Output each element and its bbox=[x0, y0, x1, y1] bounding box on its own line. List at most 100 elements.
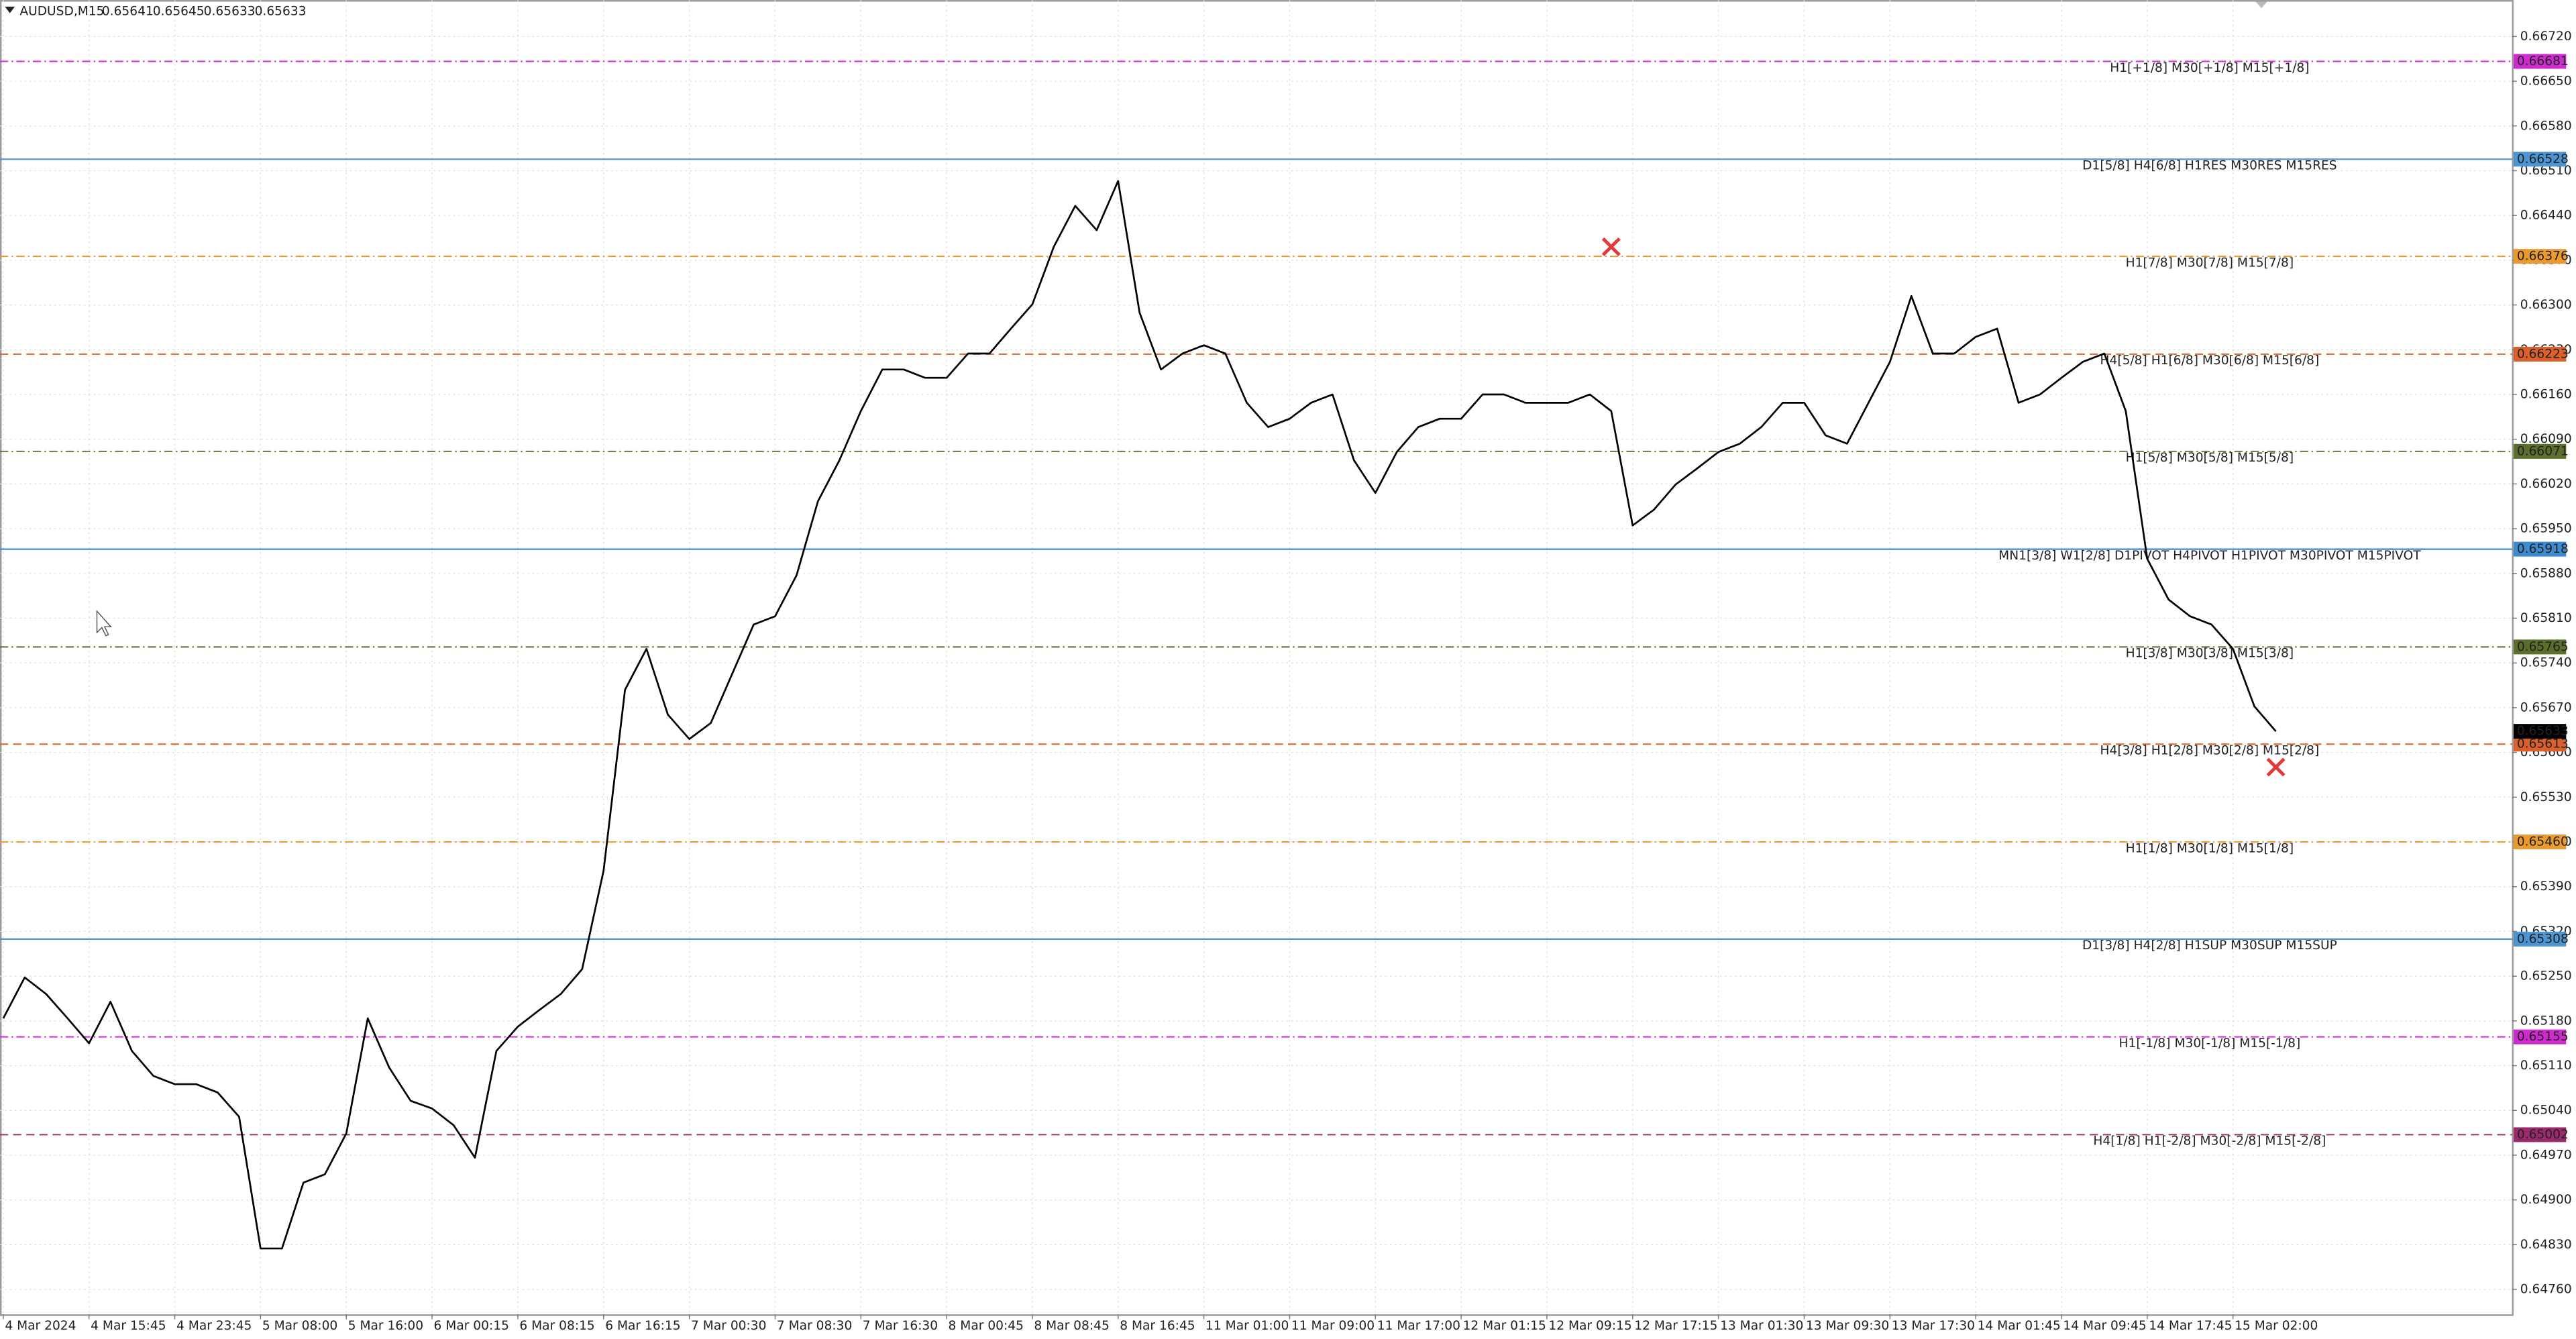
price-badge bbox=[2513, 249, 2567, 264]
menu-triangle[interactable] bbox=[5, 6, 15, 13]
cross-marker bbox=[1601, 237, 1621, 256]
y-tick-label: 0.65530 bbox=[2520, 790, 2572, 804]
x-tick-label: 11 Mar 01:00 bbox=[1205, 1319, 1289, 1333]
y-tick-label: 0.65250 bbox=[2520, 969, 2572, 983]
x-tick-label: 13 Mar 17:30 bbox=[1892, 1319, 1975, 1333]
y-tick-label: 0.65390 bbox=[2520, 879, 2572, 894]
level-label: H1[-1/8] M30[-1/8] M15[-1/8] bbox=[2119, 1036, 2301, 1051]
level-label: D1[3/8] H4[2/8] H1SUP M30SUP M15SUP bbox=[2082, 939, 2337, 953]
y-tick-label: 0.66300 bbox=[2520, 298, 2572, 312]
x-tick-label: 13 Mar 01:30 bbox=[1720, 1319, 1803, 1333]
x-tick-label: 8 Mar 16:45 bbox=[1120, 1319, 1195, 1333]
ohlc-value: 0.65633 bbox=[255, 5, 307, 19]
x-tick-label: 14 Mar 17:45 bbox=[2149, 1319, 2232, 1333]
x-tick-label: 7 Mar 00:30 bbox=[691, 1319, 766, 1333]
y-tick-label: 0.65040 bbox=[2520, 1104, 2572, 1118]
price-badge-label: 0.65308 bbox=[2517, 932, 2569, 946]
mouse-cursor bbox=[96, 610, 112, 637]
x-tick-label: 4 Mar 23:45 bbox=[176, 1319, 252, 1333]
x-tick-label: 6 Mar 00:15 bbox=[434, 1319, 509, 1333]
x-tick-label: 8 Mar 00:45 bbox=[949, 1319, 1024, 1333]
price-badge-label: 0.65155 bbox=[2517, 1030, 2569, 1044]
x-tick-label: 13 Mar 09:30 bbox=[1806, 1319, 1889, 1333]
price-badge-label: 0.66223 bbox=[2517, 347, 2569, 361]
y-tick-label: 0.64970 bbox=[2520, 1148, 2572, 1162]
level-label: H4[3/8] H1[2/8] M30[2/8] M15[2/8] bbox=[2100, 744, 2319, 758]
y-tick-label: 0.66090 bbox=[2520, 432, 2572, 446]
y-tick-label: 0.66020 bbox=[2520, 477, 2572, 491]
cross-marker bbox=[2266, 757, 2286, 777]
current-price-badge bbox=[2513, 724, 2567, 739]
price-badge bbox=[2513, 541, 2567, 557]
price-badge-label: 0.65002 bbox=[2517, 1128, 2569, 1142]
price-badge bbox=[2513, 639, 2567, 655]
level-label: H1[+1/8] M30[+1/8] M15[+1/8] bbox=[2110, 61, 2309, 75]
price-badge-label: 0.66528 bbox=[2517, 152, 2569, 166]
price-badge bbox=[2513, 152, 2567, 167]
x-tick-label: 4 Mar 15:45 bbox=[91, 1319, 166, 1333]
price-badge-label: 0.65918 bbox=[2517, 542, 2569, 556]
price-badge-label: 0.65460 bbox=[2517, 835, 2569, 849]
y-tick-label: 0.64900 bbox=[2520, 1193, 2572, 1207]
x-tick-label: 11 Mar 17:00 bbox=[1377, 1319, 1460, 1333]
y-tick-label: 0.66720 bbox=[2520, 30, 2572, 44]
price-badge bbox=[2513, 835, 2567, 850]
x-tick-label: 7 Mar 16:30 bbox=[863, 1319, 938, 1333]
x-tick-label: 12 Mar 17:15 bbox=[1634, 1319, 1717, 1333]
level-label: H1[5/8] M30[5/8] M15[5/8] bbox=[2126, 451, 2294, 465]
x-tick-label: 12 Mar 01:15 bbox=[1463, 1319, 1546, 1333]
level-label: H4[5/8] H1[6/8] M30[6/8] M15[6/8] bbox=[2100, 354, 2319, 368]
x-tick-label: 7 Mar 08:30 bbox=[777, 1319, 852, 1333]
x-tick-label: 12 Mar 09:15 bbox=[1548, 1319, 1631, 1333]
y-tick-label: 0.64830 bbox=[2520, 1238, 2572, 1252]
x-tick-label: 15 Mar 02:00 bbox=[2235, 1319, 2318, 1333]
price-badge-label: 0.65613 bbox=[2517, 737, 2569, 751]
x-tick-label: 6 Mar 16:15 bbox=[605, 1319, 680, 1333]
level-label: H1[7/8] M30[7/8] M15[7/8] bbox=[2126, 256, 2294, 270]
y-tick-label: 0.66440 bbox=[2520, 209, 2572, 223]
y-tick-label: 0.65670 bbox=[2520, 700, 2572, 714]
y-tick-label: 0.66160 bbox=[2520, 387, 2572, 401]
y-tick-label: 0.65810 bbox=[2520, 611, 2572, 625]
y-tick-label: 0.65180 bbox=[2520, 1014, 2572, 1028]
price-badge-label: 0.66071 bbox=[2517, 444, 2569, 458]
y-tick-label: 0.64760 bbox=[2520, 1283, 2572, 1297]
x-tick-label: 8 Mar 08:45 bbox=[1034, 1319, 1109, 1333]
price-badge-label: 0.66376 bbox=[2517, 250, 2569, 264]
price-badge-label: 0.65765 bbox=[2517, 640, 2569, 654]
x-tick-label: 14 Mar 09:45 bbox=[2063, 1319, 2146, 1333]
x-tick-label: 5 Mar 08:00 bbox=[262, 1319, 337, 1333]
y-tick-label: 0.65740 bbox=[2520, 656, 2572, 670]
price-line bbox=[2, 180, 2277, 1250]
price-badge bbox=[2513, 54, 2567, 69]
y-tick-label: 0.65950 bbox=[2520, 522, 2572, 536]
level-label: H4[1/8] H1[-2/8] M30[-2/8] M15[-2/8] bbox=[2093, 1134, 2326, 1148]
price-badge-label: 0.66681 bbox=[2517, 54, 2569, 68]
level-label: H1[1/8] M30[1/8] M15[1/8] bbox=[2126, 841, 2294, 855]
plot-frame bbox=[0, 0, 2514, 1316]
y-tick-label: 0.65880 bbox=[2520, 566, 2572, 580]
price-badge bbox=[2513, 931, 2567, 947]
y-tick-label: 0.66580 bbox=[2520, 119, 2572, 133]
y-tick-label: 0.66510 bbox=[2520, 164, 2572, 178]
x-tick-label: 4 Mar 2024 bbox=[5, 1319, 76, 1333]
x-tick-label: 5 Mar 16:00 bbox=[348, 1319, 423, 1333]
ohlc-value: 0.65641 bbox=[102, 5, 154, 19]
cross-marker-stroke bbox=[1601, 237, 1621, 256]
price-badge bbox=[2513, 346, 2567, 362]
y-tick-label: 0.65110 bbox=[2520, 1059, 2572, 1073]
ohlc-value: 0.65645 bbox=[153, 5, 205, 19]
level-label: MN1[3/8] W1[2/8] D1PIVOT H4PIVOT H1PIVOT… bbox=[1998, 549, 2421, 563]
level-label: H1[3/8] M30[3/8] M15[3/8] bbox=[2126, 647, 2294, 661]
shift-marker[interactable] bbox=[2255, 1, 2267, 9]
price-badge bbox=[2513, 1029, 2567, 1045]
symbol-label: AUDUSD,M15 bbox=[19, 5, 104, 19]
x-tick-label: 14 Mar 01:45 bbox=[1978, 1319, 2061, 1333]
level-label: D1[5/8] H4[6/8] H1RES M30RES M15RES bbox=[2082, 159, 2337, 173]
current-price-label: 0.65633 bbox=[2517, 725, 2569, 739]
x-tick-label: 11 Mar 09:00 bbox=[1291, 1319, 1375, 1333]
price-badge bbox=[2513, 1127, 2567, 1142]
price-badge bbox=[2513, 737, 2567, 752]
